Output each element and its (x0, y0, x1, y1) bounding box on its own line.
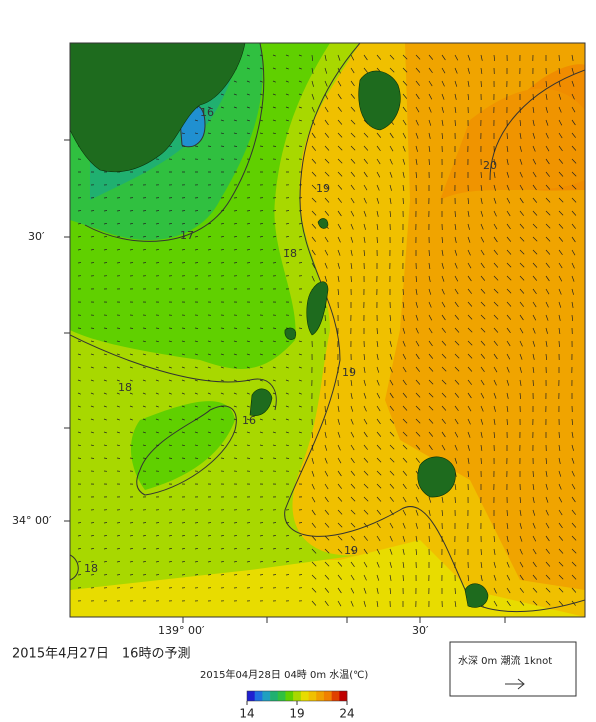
contour-label: 19 (316, 182, 330, 195)
map-area: 16 17 18 19 20 18 16 19 19 18 (70, 43, 585, 617)
colorbar-step (247, 691, 255, 701)
legend-label: 水深 0m 潮流 1knot (458, 654, 552, 667)
frame-ticks (64, 139, 506, 623)
contour-label: 19 (342, 366, 356, 379)
lon-label: 30′ (412, 624, 429, 637)
contour-labels: 16 17 18 19 20 18 16 19 19 18 (84, 106, 497, 575)
colorbar-step (277, 691, 286, 701)
lat-label: 30′ (28, 230, 45, 243)
colorbar-step (323, 691, 332, 701)
colorbar-step (339, 691, 348, 701)
contour-label: 18 (283, 247, 297, 260)
colorbar: 14 19 24 (239, 690, 355, 721)
colorbar-step (285, 691, 294, 701)
colorbar-step (262, 691, 271, 701)
map-frame (69, 42, 586, 618)
contour-label: 18 (118, 381, 132, 394)
warm-core (440, 88, 585, 200)
contour-label: 17 (180, 229, 194, 242)
colorbar-step (316, 691, 325, 701)
legend-arrow (505, 678, 525, 690)
colorbar-title: 2015年04月28日 04時 0m 水温(℃) (200, 668, 368, 681)
caption: 2015年4月27日 16時の予測 (12, 647, 190, 662)
contour-label: 16 (242, 414, 256, 427)
contour-label: 18 (84, 562, 98, 575)
contour-label: 19 (344, 544, 358, 557)
colorbar-tick-label: 14 (239, 707, 254, 721)
contour-label: 16 (200, 106, 214, 119)
yellow-area (70, 540, 585, 617)
colorbar-step (254, 691, 263, 701)
lon-label: 139° 00′ (158, 624, 205, 637)
colorbar-step (300, 691, 309, 701)
colorbar-step (331, 691, 340, 701)
colorbar-step (308, 691, 317, 701)
lat-label: 34° 00′ (12, 514, 52, 527)
colorbar-step (270, 691, 279, 701)
colorbar-tick-label: 24 (339, 707, 354, 721)
colorbar-tick-label: 19 (289, 707, 304, 721)
colorbar-step (293, 691, 302, 701)
legend-box (449, 641, 577, 697)
land (70, 43, 489, 608)
contour-label: 20 (483, 159, 497, 172)
